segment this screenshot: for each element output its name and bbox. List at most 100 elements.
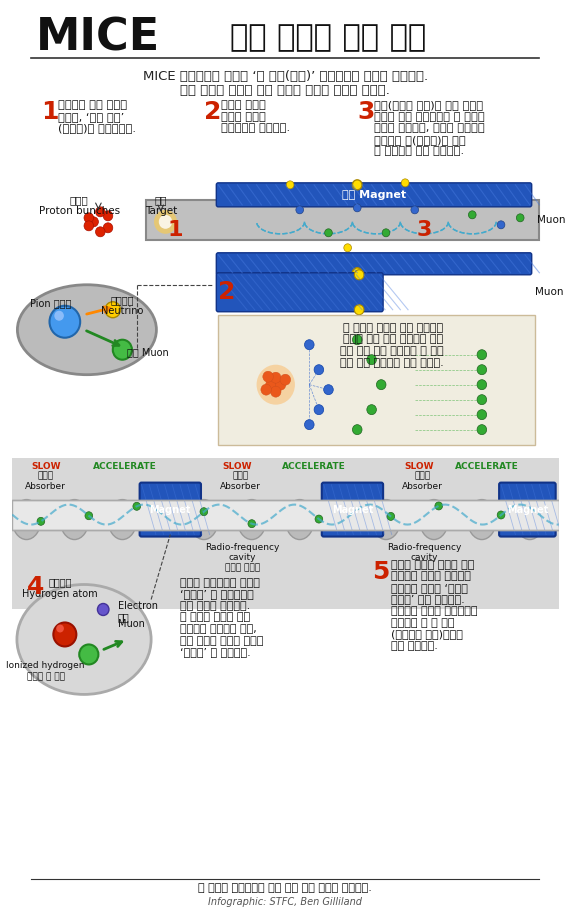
Ellipse shape bbox=[60, 500, 89, 540]
Text: ACCELERATE: ACCELERATE bbox=[93, 461, 157, 470]
FancyBboxPatch shape bbox=[140, 482, 201, 537]
Circle shape bbox=[97, 603, 109, 615]
Circle shape bbox=[280, 374, 291, 385]
Text: Muon: Muon bbox=[535, 287, 563, 297]
Circle shape bbox=[304, 339, 314, 349]
Circle shape bbox=[296, 206, 304, 214]
Ellipse shape bbox=[372, 500, 400, 540]
Circle shape bbox=[355, 269, 364, 279]
Bar bbox=[146, 200, 539, 240]
Text: 뮤온은 가이드 역할을 하는
자서장을 따라서 전기장이
발생하는 공간인 ‘고주파
가속관’ 으로 이동한다.
전기장은 뮤온이 잃어버렸던
에너지를 한 쪽: 뮤온은 가이드 역할을 하는 자서장을 따라서 전기장이 발생하는 공간인 ‘고… bbox=[391, 560, 477, 651]
Circle shape bbox=[275, 379, 286, 390]
Ellipse shape bbox=[238, 500, 266, 540]
Circle shape bbox=[382, 228, 390, 237]
FancyBboxPatch shape bbox=[499, 482, 556, 537]
Text: 양성자
Proton bunches: 양성자 Proton bunches bbox=[39, 195, 120, 217]
Circle shape bbox=[133, 502, 141, 511]
Text: 3: 3 bbox=[357, 100, 374, 124]
Circle shape bbox=[352, 335, 362, 345]
Circle shape bbox=[89, 217, 99, 227]
Circle shape bbox=[103, 223, 113, 233]
Circle shape bbox=[314, 365, 324, 375]
FancyBboxPatch shape bbox=[217, 273, 383, 312]
Text: 뮤온 Muon: 뮤온 Muon bbox=[127, 347, 169, 357]
Circle shape bbox=[56, 624, 64, 632]
Bar bbox=[218, 315, 535, 445]
Text: SLOW: SLOW bbox=[405, 461, 434, 470]
Circle shape bbox=[411, 206, 418, 214]
Circle shape bbox=[154, 210, 177, 234]
Bar bbox=[12, 458, 559, 610]
Text: ACCELERATE: ACCELERATE bbox=[455, 461, 519, 470]
Ellipse shape bbox=[467, 500, 496, 540]
Circle shape bbox=[497, 511, 505, 519]
Circle shape bbox=[54, 310, 64, 320]
FancyBboxPatch shape bbox=[217, 183, 532, 207]
Text: Magnet: Magnet bbox=[507, 504, 548, 514]
Text: Electron
전자: Electron 전자 bbox=[117, 601, 157, 622]
Text: 흡수체
Absorber: 흡수체 Absorber bbox=[220, 471, 260, 491]
Text: 3: 3 bbox=[417, 220, 432, 240]
Circle shape bbox=[79, 644, 99, 664]
Text: 흡수체
Absorber: 흡수체 Absorber bbox=[25, 471, 66, 491]
Text: Pion 파이온: Pion 파이온 bbox=[30, 298, 71, 308]
Text: 양성자가 타겟 물질과
충돌해, ‘파이 입자’
(파이온)를 만들어낸다.: 양성자가 타겟 물질과 충돌해, ‘파이 입자’ (파이온)를 만들어낸다. bbox=[58, 100, 136, 133]
Text: Infographic: STFC, Ben Gilliland: Infographic: STFC, Ben Gilliland bbox=[209, 897, 363, 907]
Circle shape bbox=[84, 213, 93, 223]
Text: MICE 연구그룹은 최초로 ‘뮤 입자(뮤온)’ 이온화냉각 실험에 성공했다.: MICE 연구그룹은 최초로 ‘뮤 입자(뮤온)’ 이온화냉각 실험에 성공했다… bbox=[142, 70, 428, 83]
Circle shape bbox=[387, 512, 394, 521]
Ellipse shape bbox=[515, 500, 544, 540]
Bar bbox=[12, 500, 559, 530]
Circle shape bbox=[263, 371, 274, 382]
Text: ACCELERATE: ACCELERATE bbox=[282, 461, 346, 470]
Circle shape bbox=[352, 425, 362, 435]
Circle shape bbox=[304, 420, 314, 430]
Circle shape bbox=[200, 508, 207, 516]
Text: 파이온 입자는
빠르게 뮤온과
중성미자로 붕괴된다.: 파이온 입자는 빠르게 뮤온과 중성미자로 붕괴된다. bbox=[221, 100, 290, 133]
Text: 자석 Magnet: 자석 Magnet bbox=[342, 190, 406, 200]
Circle shape bbox=[261, 384, 271, 395]
Circle shape bbox=[266, 379, 276, 390]
Text: 흡수체
Absorber: 흡수체 Absorber bbox=[402, 471, 443, 491]
Ellipse shape bbox=[420, 500, 449, 540]
Circle shape bbox=[376, 379, 386, 389]
Text: Magnet: Magnet bbox=[332, 504, 373, 514]
Circle shape bbox=[477, 349, 487, 359]
Text: 수소원자
Hydrogen atom: 수소원자 Hydrogen atom bbox=[22, 578, 98, 599]
Circle shape bbox=[367, 405, 376, 415]
Ellipse shape bbox=[12, 500, 41, 540]
Circle shape bbox=[54, 622, 76, 646]
Circle shape bbox=[497, 221, 505, 228]
Text: Radio-frequency
cavity
고주파 가속관: Radio-frequency cavity 고주파 가속관 bbox=[205, 542, 279, 572]
FancyBboxPatch shape bbox=[217, 253, 532, 275]
Circle shape bbox=[105, 302, 120, 318]
Circle shape bbox=[435, 502, 442, 510]
Text: Magnet: Magnet bbox=[149, 504, 191, 514]
Text: 뮤온은 매화수소로 이뤄진
‘흡수체’ 를 통과하면서
수소 원자와 충돌한다.
이 충돌로 뮤온은 모든
방향으로 에너지를 잃고,
수소 원자는 전자를 내: 뮤온은 매화수소로 이뤄진 ‘흡수체’ 를 통과하면서 수소 원자와 충돌한다.… bbox=[180, 578, 263, 657]
Circle shape bbox=[477, 365, 487, 375]
Text: 4: 4 bbox=[26, 574, 44, 599]
Circle shape bbox=[96, 227, 105, 237]
Ellipse shape bbox=[17, 584, 151, 694]
Text: 2: 2 bbox=[218, 279, 235, 304]
Circle shape bbox=[314, 405, 324, 415]
Text: 1: 1 bbox=[168, 220, 183, 240]
Text: 이 실험의 목적은 마치 구름같이
포져서 각기 다른 방향으로 웁직
이고 있는 뮤온 입자들을 한 방향
으로 목쳐 웁직이게 하는 것이다.: 이 실험의 목적은 마치 구름같이 포져서 각기 다른 방향으로 웁직 이고 있… bbox=[340, 323, 443, 368]
Circle shape bbox=[315, 515, 323, 523]
Circle shape bbox=[516, 214, 524, 222]
Circle shape bbox=[477, 379, 487, 389]
Text: Muon: Muon bbox=[538, 215, 566, 225]
Text: 뮤온 이온화 냉각 실험: 뮤온 이온화 냉각 실험 bbox=[230, 24, 426, 53]
Circle shape bbox=[353, 204, 361, 212]
Circle shape bbox=[477, 395, 487, 405]
Circle shape bbox=[401, 179, 409, 187]
Text: 타겟
Target: 타겟 Target bbox=[145, 195, 177, 217]
Text: 5: 5 bbox=[372, 560, 389, 583]
Text: 중성미자
Neutrino: 중성미자 Neutrino bbox=[101, 295, 144, 317]
Circle shape bbox=[367, 355, 376, 365]
Text: Radio-frequency
cavity: Radio-frequency cavity bbox=[387, 542, 462, 562]
Text: 이 과정을 레이저첬럼 곡은 빔을 얻을 때까지 반복한다.: 이 과정을 레이저첬럼 곡은 빔을 얻을 때까지 반복한다. bbox=[198, 884, 372, 894]
Circle shape bbox=[325, 228, 332, 237]
FancyBboxPatch shape bbox=[322, 482, 383, 537]
Ellipse shape bbox=[18, 285, 156, 375]
